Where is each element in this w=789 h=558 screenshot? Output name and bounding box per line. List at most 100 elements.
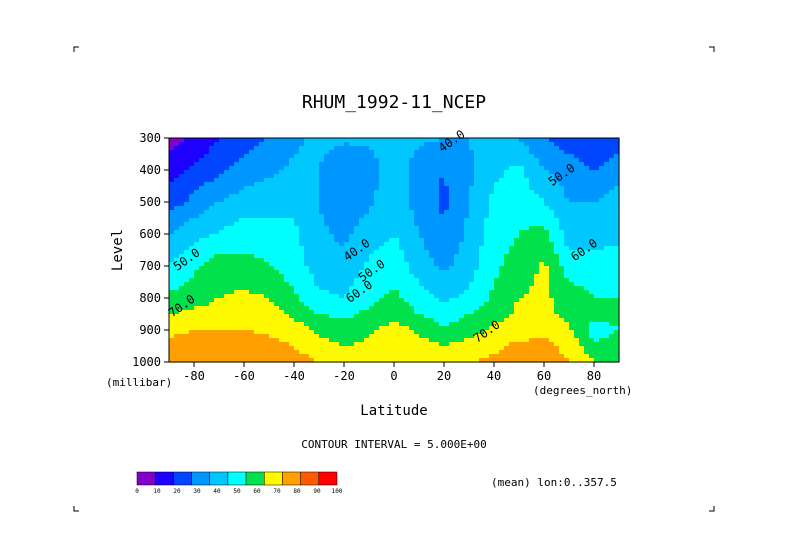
heatmap-cell <box>254 258 260 263</box>
heatmap-cell <box>184 154 190 159</box>
heatmap-cell <box>314 326 320 331</box>
heatmap-cell <box>599 146 605 151</box>
heatmap-cell <box>444 266 450 271</box>
heatmap-cell <box>354 246 360 251</box>
heatmap-cell <box>234 266 240 271</box>
heatmap-cell <box>284 186 290 191</box>
heatmap-cell <box>364 354 370 359</box>
heatmap-cell <box>204 226 210 231</box>
heatmap-cell <box>269 214 275 219</box>
heatmap-cell <box>479 158 485 163</box>
heatmap-cell <box>409 354 415 359</box>
heatmap-cell <box>579 166 585 171</box>
heatmap-cell <box>289 246 295 251</box>
heatmap-cell <box>544 234 550 239</box>
heatmap-cell <box>334 234 340 239</box>
heatmap-cell <box>559 170 565 175</box>
heatmap-cell <box>484 334 490 339</box>
heatmap-cell <box>564 170 570 175</box>
heatmap-cell <box>584 274 590 279</box>
heatmap-cell <box>599 238 605 243</box>
heatmap-cell <box>259 222 265 227</box>
heatmap-cell <box>559 262 565 267</box>
heatmap-cell <box>594 242 600 247</box>
heatmap-cell <box>349 142 355 147</box>
heatmap-cell <box>459 346 465 351</box>
heatmap-cell <box>439 166 445 171</box>
heatmap-cell <box>414 142 420 147</box>
heatmap-cell <box>389 266 395 271</box>
heatmap-cell <box>439 226 445 231</box>
heatmap-cell <box>579 218 585 223</box>
heatmap-cell <box>499 174 505 179</box>
heatmap-cell <box>599 266 605 271</box>
heatmap-cell <box>249 342 255 347</box>
heatmap-cell <box>459 162 465 167</box>
heatmap-cell <box>494 354 500 359</box>
heatmap-cell <box>569 302 575 307</box>
heatmap-cell <box>394 350 400 355</box>
heatmap-cell <box>199 174 205 179</box>
heatmap-cell <box>554 258 560 263</box>
heatmap-cell <box>254 238 260 243</box>
heatmap-cell <box>609 294 615 299</box>
heatmap-cell <box>179 194 185 199</box>
heatmap-cell <box>614 298 620 303</box>
heatmap-cell <box>204 294 210 299</box>
heatmap-cell <box>234 310 240 315</box>
heatmap-cell <box>429 278 435 283</box>
heatmap-cell <box>584 334 590 339</box>
heatmap-cell <box>554 282 560 287</box>
heatmap-cell <box>344 158 350 163</box>
heatmap-cell <box>419 266 425 271</box>
heatmap-cell <box>579 330 585 335</box>
heatmap-cell <box>449 182 455 187</box>
heatmap-cell <box>204 186 210 191</box>
heatmap-cell <box>559 178 565 183</box>
heatmap-cell <box>199 322 205 327</box>
heatmap-cell <box>279 298 285 303</box>
heatmap-cell <box>499 270 505 275</box>
heatmap-cell <box>494 158 500 163</box>
heatmap-cell <box>369 202 375 207</box>
heatmap-cell <box>359 162 365 167</box>
heatmap-cell <box>254 158 260 163</box>
heatmap-cell <box>314 306 320 311</box>
heatmap-cell <box>524 242 530 247</box>
heatmap-cell <box>339 154 345 159</box>
heatmap-cell <box>509 234 515 239</box>
heatmap-cell <box>194 226 200 231</box>
heatmap-cell <box>344 310 350 315</box>
heatmap-cell <box>514 266 520 271</box>
heatmap-cell <box>284 190 290 195</box>
heatmap-cell <box>369 226 375 231</box>
heatmap-cell <box>234 254 240 259</box>
heatmap-cell <box>614 330 620 335</box>
heatmap-cell <box>604 242 610 247</box>
heatmap-cell <box>384 330 390 335</box>
heatmap-cell <box>304 262 310 267</box>
heatmap-cell <box>279 342 285 347</box>
heatmap-cell <box>289 222 295 227</box>
heatmap-cell <box>559 154 565 159</box>
heatmap-cell <box>179 294 185 299</box>
heatmap-cell <box>599 186 605 191</box>
heatmap-cell <box>334 330 340 335</box>
heatmap-cell <box>289 178 295 183</box>
heatmap-cell <box>404 278 410 283</box>
heatmap-cell <box>474 326 480 331</box>
heatmap-cell <box>189 154 195 159</box>
heatmap-cell <box>434 234 440 239</box>
heatmap-cell <box>279 166 285 171</box>
heatmap-cell <box>574 182 580 187</box>
heatmap-cell <box>494 206 500 211</box>
heatmap-cell <box>379 338 385 343</box>
heatmap-cell <box>364 350 370 355</box>
heatmap-cell <box>494 250 500 255</box>
heatmap-cell <box>389 182 395 187</box>
heatmap-cell <box>469 170 475 175</box>
heatmap-cell <box>269 322 275 327</box>
heatmap-cell <box>319 222 325 227</box>
heatmap-cell <box>254 346 260 351</box>
heatmap-cell <box>324 322 330 327</box>
